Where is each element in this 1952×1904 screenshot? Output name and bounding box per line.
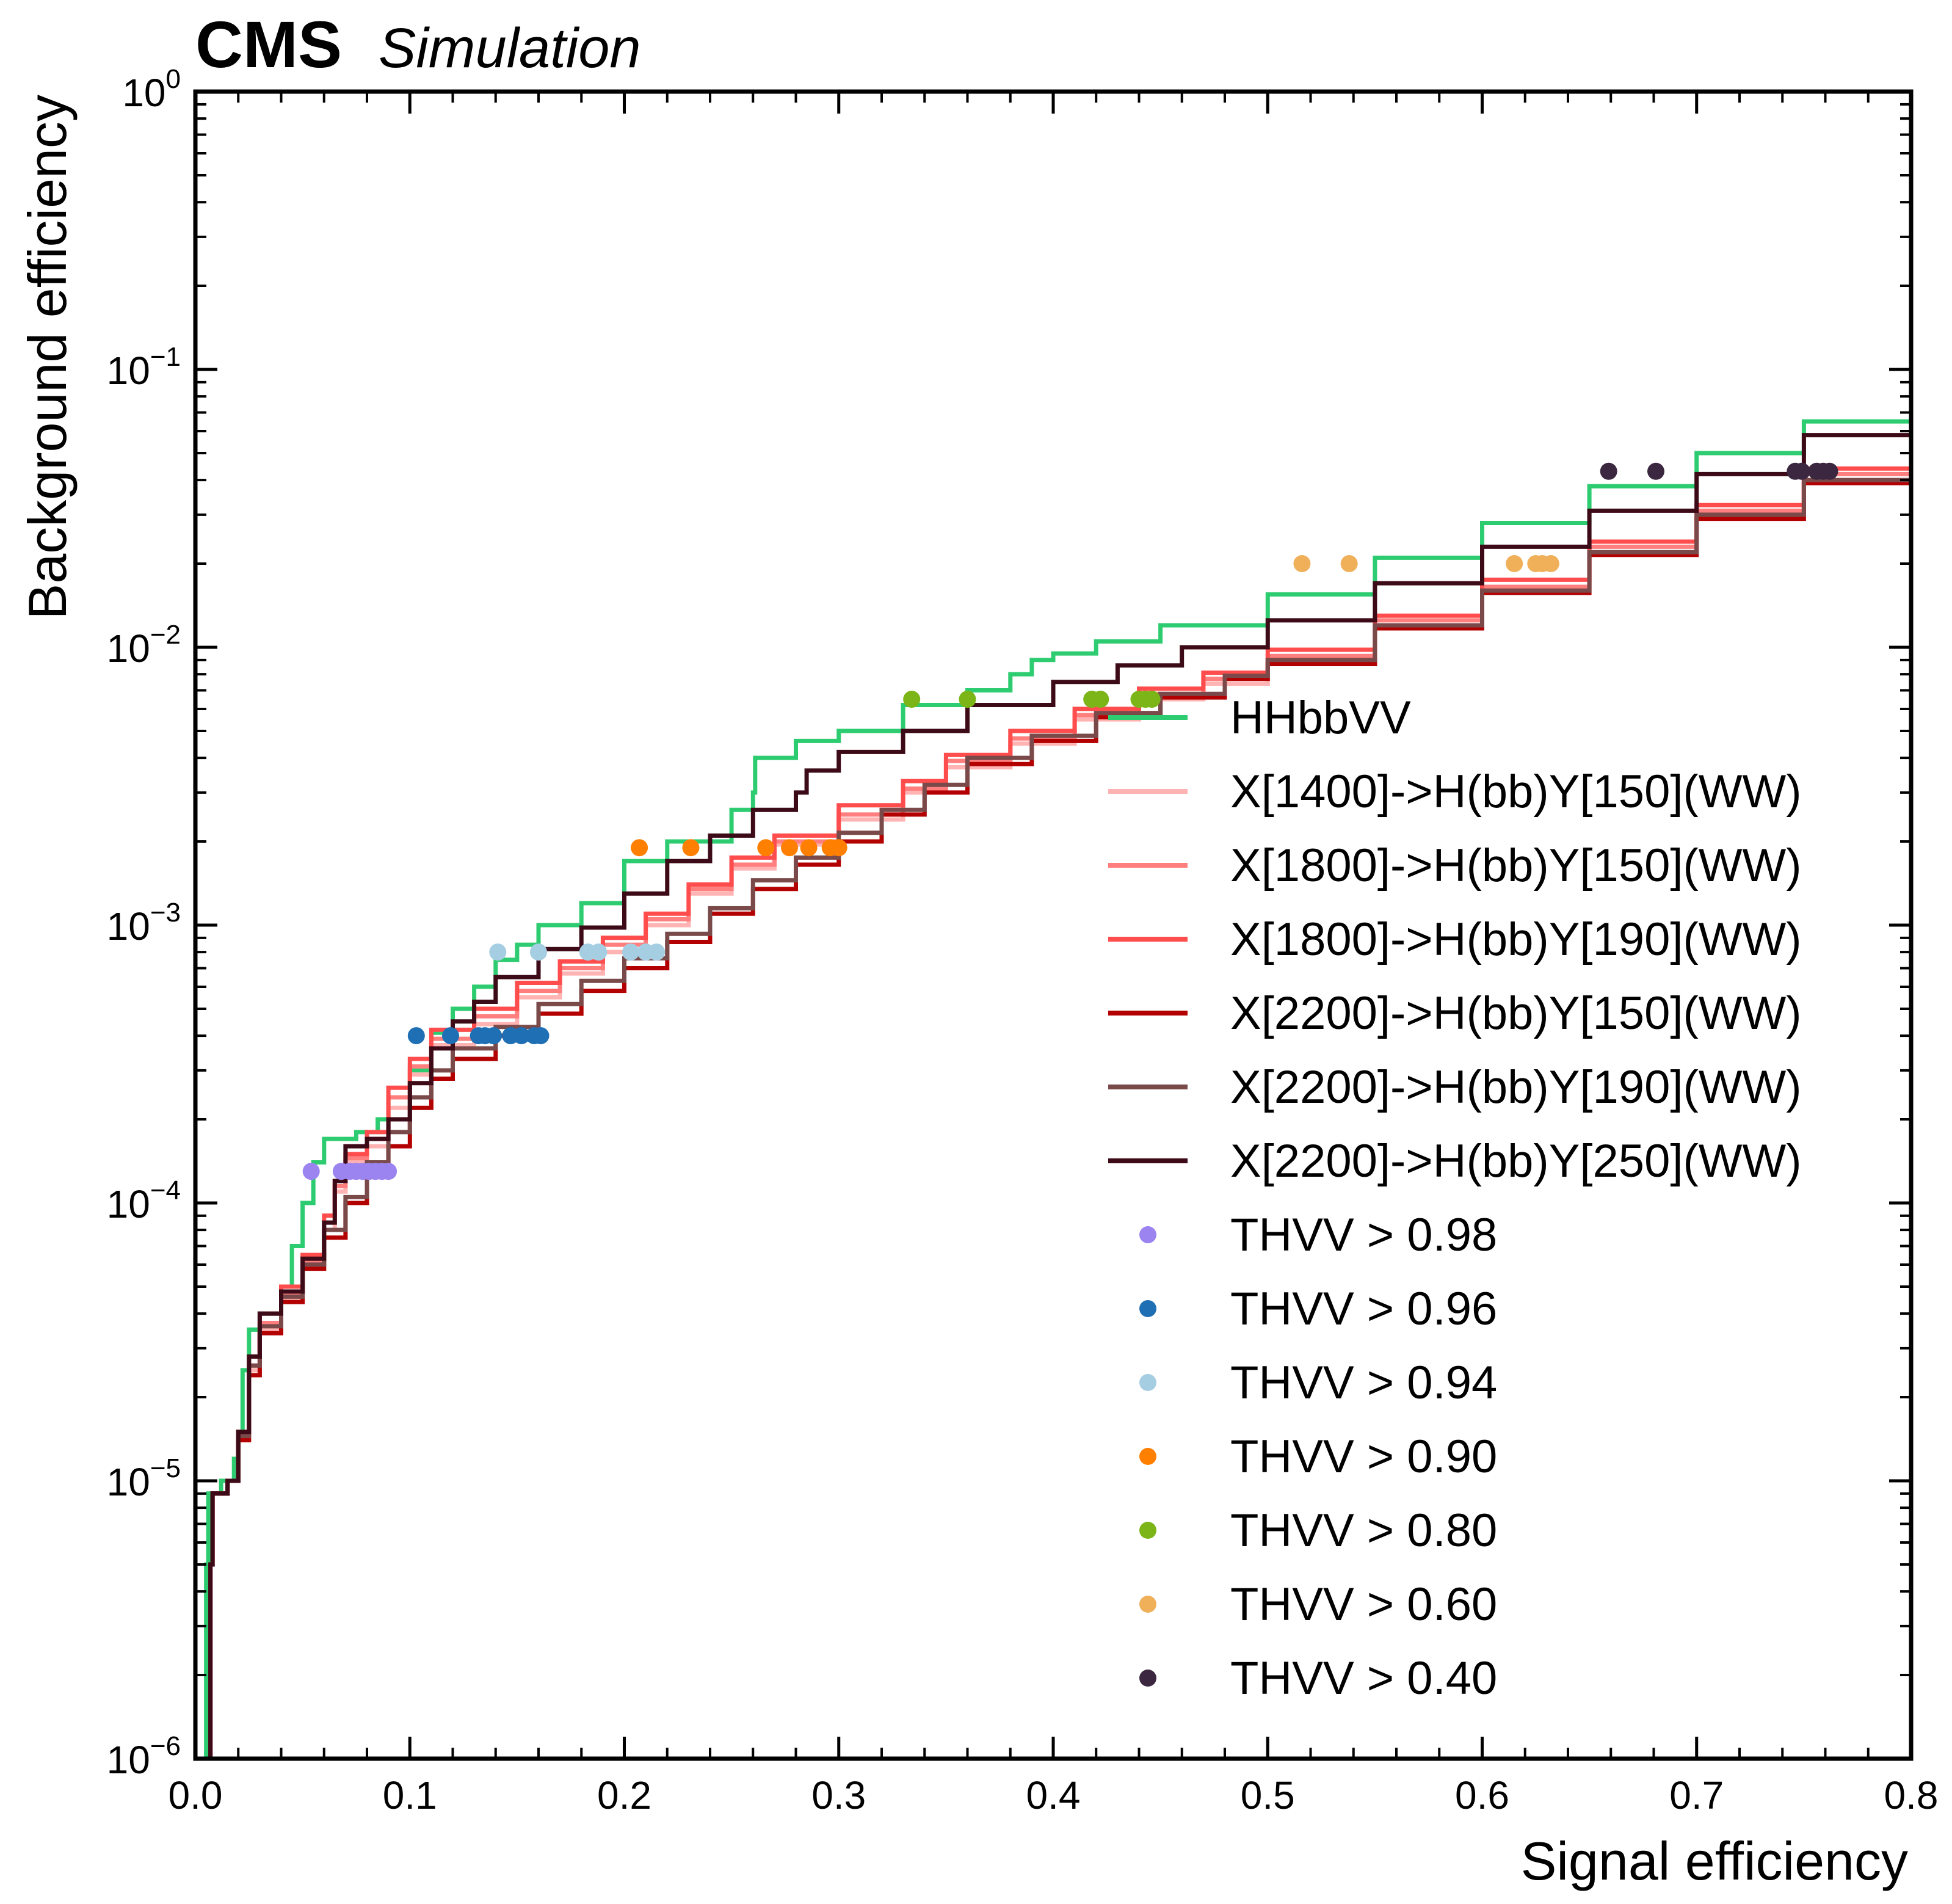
threshold-point-1-1	[442, 1027, 459, 1045]
threshold-point-2-0	[489, 943, 507, 961]
threshold-point-4-3	[1092, 691, 1109, 708]
threshold-point-2-6	[648, 943, 666, 961]
legend-marker-1	[1139, 1300, 1156, 1317]
y-tick-label: 10−4	[107, 1175, 181, 1226]
series-line-5	[208, 441, 1914, 1761]
legend-marker-3	[1139, 1448, 1156, 1465]
legend-marker-0	[1139, 1226, 1156, 1243]
x-tick-label: 0.2	[597, 1773, 651, 1817]
threshold-point-3-3	[781, 839, 798, 857]
threshold-point-0-8	[380, 1163, 397, 1180]
legend-label-series-6: X[2200]->H(bb)Y[250](WW)	[1230, 1135, 1802, 1187]
x-tick-label: 0.3	[811, 1773, 866, 1817]
threshold-point-3-1	[682, 839, 700, 857]
legend-label-series-0: HHbbVV	[1230, 692, 1411, 744]
y-axis-label: Background efficiency	[17, 95, 78, 619]
x-tick-label: 0.8	[1884, 1773, 1939, 1817]
x-tick-label: 0.4	[1026, 1773, 1081, 1817]
threshold-point-2-3	[590, 943, 608, 961]
y-tick-label: 10−5	[107, 1453, 181, 1504]
x-axis-label: Signal efficiency	[1521, 1831, 1908, 1891]
legend-label-threshold-2: THVV > 0.94	[1230, 1357, 1497, 1409]
threshold-point-6-0	[1600, 462, 1617, 480]
threshold-point-3-2	[757, 839, 775, 857]
legend-label-threshold-0: THVV > 0.98	[1230, 1209, 1497, 1261]
legend-marker-4	[1139, 1522, 1156, 1539]
threshold-point-3-4	[800, 839, 818, 857]
y-axis-ticks: 10−6 10−5 10−4 10−3 10−2 10−1 100	[107, 64, 1911, 1782]
legend-label-threshold-1: THVV > 0.96	[1230, 1283, 1497, 1335]
x-tick-label: 0.1	[383, 1773, 437, 1817]
threshold-point-3-6	[830, 839, 847, 857]
x-tick-label: 0.5	[1241, 1773, 1295, 1817]
y-tick-label: 100	[122, 64, 181, 115]
threshold-point-5-5	[1542, 555, 1559, 572]
threshold-point-1-4	[485, 1027, 503, 1045]
marker-layer	[302, 462, 1838, 1180]
threshold-point-6-3	[1793, 462, 1810, 480]
legend-label-series-2: X[1800]->H(bb)Y[150](WW)	[1230, 840, 1802, 892]
legend-label-series-1: X[1400]->H(bb)Y[150](WW)	[1230, 766, 1802, 818]
threshold-point-6-6	[1821, 462, 1838, 480]
legend-label-threshold-5: THVV > 0.60	[1230, 1579, 1497, 1630]
threshold-point-4-1	[959, 691, 976, 708]
y-tick-label: 10−3	[107, 898, 181, 948]
x-tick-label: 0.0	[169, 1773, 223, 1817]
threshold-point-4-6	[1143, 691, 1161, 708]
threshold-point-6-1	[1647, 462, 1664, 480]
legend-marker-6	[1139, 1670, 1156, 1687]
legend-label-threshold-6: THVV > 0.40	[1230, 1652, 1497, 1704]
threshold-point-2-4	[622, 943, 639, 961]
legend-label-threshold-4: THVV > 0.80	[1230, 1505, 1497, 1557]
threshold-point-3-0	[631, 839, 648, 857]
legend-label-series-3: X[1800]->H(bb)Y[190](WW)	[1230, 914, 1802, 965]
x-tick-label: 0.6	[1455, 1773, 1509, 1817]
threshold-point-5-1	[1340, 555, 1358, 572]
legend-label-series-4: X[2200]->H(bb)Y[150](WW)	[1230, 987, 1802, 1039]
legend-marker-2	[1139, 1374, 1156, 1391]
series-layer	[204, 379, 1914, 1761]
x-axis-ticks: 0.0 0.1 0.2 0.3 0.4 0.5 0.6 0.7 0.8	[169, 92, 1939, 1817]
threshold-point-5-2	[1506, 555, 1523, 572]
legend: HHbbVV X[1400]->H(bb)Y[150](WW) X[1800]->H…	[1108, 692, 1802, 1704]
legend-marker-5	[1139, 1596, 1156, 1613]
y-tick-label: 10−6	[107, 1731, 181, 1782]
simulation-label: Simulation	[379, 17, 641, 79]
threshold-point-2-1	[530, 943, 547, 961]
threshold-point-1-6	[512, 1027, 530, 1045]
threshold-point-1-0	[407, 1027, 425, 1045]
threshold-point-0-0	[302, 1163, 320, 1180]
cms-label: CMS	[195, 7, 342, 81]
y-tick-label: 10−2	[107, 620, 181, 670]
y-tick-label: 10−1	[107, 342, 181, 393]
legend-label-threshold-3: THVV > 0.90	[1230, 1431, 1497, 1483]
threshold-point-4-0	[903, 691, 921, 708]
x-tick-label: 0.7	[1669, 1773, 1724, 1817]
threshold-point-5-0	[1293, 555, 1311, 572]
legend-label-series-5: X[2200]->H(bb)Y[190](WW)	[1230, 1061, 1802, 1113]
threshold-point-1-8	[532, 1027, 550, 1045]
